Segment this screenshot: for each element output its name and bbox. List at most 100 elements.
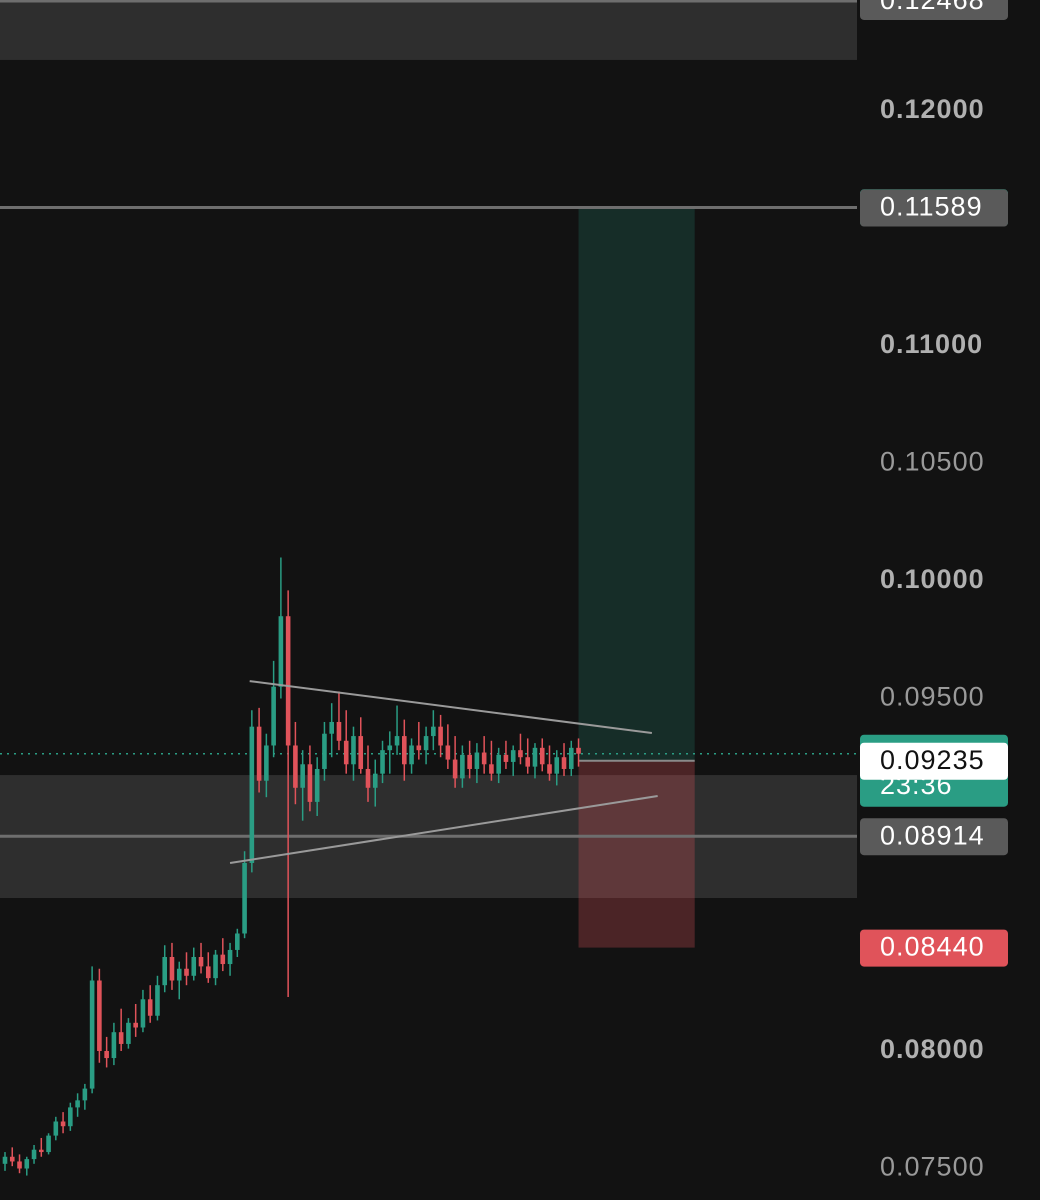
candle-body: [184, 968, 189, 976]
y-tick-label: 0.08000: [880, 1034, 985, 1064]
candle-body: [423, 736, 429, 751]
candle-body: [431, 726, 436, 737]
candle-body: [438, 726, 443, 746]
candle-body: [264, 745, 269, 781]
candle-body: [198, 956, 204, 967]
price-label: 0.08914: [880, 820, 985, 850]
candle-body: [322, 733, 327, 769]
candle-body: [147, 999, 153, 1016]
candle-body: [126, 1022, 131, 1044]
candle-body: [510, 750, 516, 762]
candle-body: [503, 754, 509, 762]
zone: [0, 0, 857, 60]
y-tick-label: 0.07500: [880, 1152, 985, 1182]
candle-body: [402, 736, 407, 765]
candle-body: [300, 764, 305, 788]
candle-body: [75, 1100, 80, 1108]
candle-body: [249, 726, 255, 863]
price-label: 0.12468: [880, 0, 985, 15]
candle-body: [293, 745, 298, 788]
candle-body: [547, 764, 552, 774]
candle-body: [46, 1135, 51, 1153]
price-label: 0.11589: [880, 192, 983, 222]
candle-body: [351, 736, 356, 765]
candle-body: [489, 764, 494, 774]
candle-body: [169, 956, 175, 981]
candle-body: [220, 954, 226, 965]
stop-zone: [578, 760, 695, 948]
candle-body: [162, 956, 168, 986]
candle-body: [17, 1161, 22, 1169]
y-tick-label: 0.09500: [880, 682, 985, 712]
candle-body: [89, 980, 95, 1089]
candle-body: [445, 745, 451, 760]
candle-body: [372, 773, 378, 788]
candle-body: [496, 754, 501, 774]
candle-body: [53, 1121, 59, 1136]
candle-body: [271, 686, 276, 746]
trendline: [229, 795, 658, 864]
price-badge: [860, 818, 1008, 856]
candle-body: [394, 736, 400, 746]
price-badge: [860, 0, 1008, 20]
candle-body: [387, 745, 393, 751]
candle-body: [155, 985, 160, 1016]
candle-body: [336, 721, 342, 741]
candle-body: [118, 1032, 124, 1044]
candle-body: [39, 1149, 44, 1153]
y-tick-label: 0.10500: [880, 447, 985, 477]
candle-body: [467, 754, 472, 769]
y-tick-label: 0.10000: [880, 564, 985, 594]
candle-body: [568, 747, 574, 769]
price-badge: [860, 189, 1008, 227]
candle-body: [68, 1107, 73, 1127]
candle-body: [176, 968, 182, 981]
price-label: 0.08440: [880, 932, 985, 962]
candle-body: [539, 747, 545, 765]
candle-body: [561, 757, 567, 769]
candle-body: [329, 721, 334, 734]
candle-body: [2, 1156, 8, 1164]
candle-body: [111, 1032, 117, 1059]
candle-body: [256, 726, 262, 781]
candle-body: [9, 1156, 15, 1162]
target-zone: [578, 207, 695, 761]
candle-body: [358, 736, 364, 769]
candle-body: [409, 745, 414, 765]
candle-body: [213, 954, 218, 979]
candle-body: [60, 1121, 66, 1127]
y-tick-label: 0.11000: [880, 329, 983, 359]
candle-body: [242, 862, 247, 934]
trendline: [249, 680, 652, 735]
candle-body: [140, 999, 146, 1028]
candle-body: [235, 933, 240, 950]
candle-body: [205, 966, 211, 979]
candle-body: [554, 757, 560, 774]
candle-body: [191, 956, 197, 976]
candle-body: [307, 764, 313, 802]
candle-body: [82, 1088, 88, 1101]
candle-body: [227, 949, 233, 965]
candle-body: [474, 752, 480, 769]
candle-body: [416, 745, 422, 751]
price-badge: [860, 742, 1008, 780]
candle-body: [24, 1159, 30, 1169]
candle-body: [481, 752, 487, 765]
candle-body: [133, 1022, 138, 1028]
candle-body: [576, 747, 581, 754]
candle-body: [452, 759, 458, 779]
candle-body: [518, 750, 523, 758]
candle-body: [460, 754, 465, 779]
candle-body: [343, 740, 349, 765]
candle-body: [278, 616, 284, 687]
candle-body: [97, 980, 102, 1051]
y-tick-label: 0.12000: [880, 94, 985, 124]
candle-body: [525, 757, 531, 767]
candle-body: [365, 768, 371, 788]
candle-body: [104, 1050, 109, 1059]
candle-body: [532, 747, 538, 767]
price-label: 0.09235: [880, 745, 985, 775]
